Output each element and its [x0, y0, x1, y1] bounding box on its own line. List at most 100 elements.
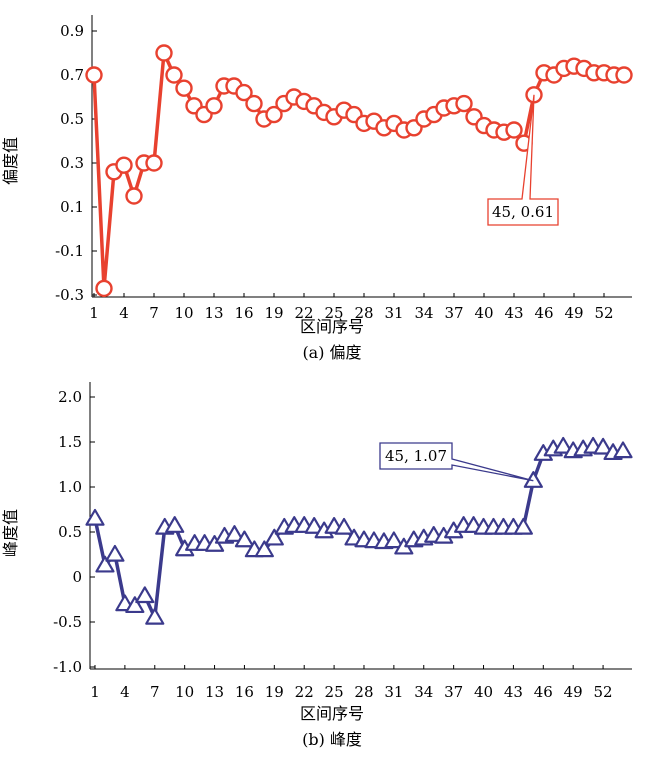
- kurtosis-y-tick-label: 2.0: [58, 388, 82, 406]
- kurtosis-x-tick-label: 28: [354, 683, 373, 701]
- kurtosis-annotation-box: [379, 442, 534, 482]
- kurtosis-x-tick-label: 49: [564, 683, 583, 701]
- kurtosis-point: [224, 525, 245, 542]
- kurtosis-annotation: 45, 1.07: [379, 442, 534, 482]
- kurtosis-point: [254, 540, 274, 558]
- kurtosis-y-tick-label: -0.5: [53, 613, 82, 631]
- kurtosis-x-tick-label: 13: [205, 683, 224, 701]
- skewness-annotation: 45, 0.61: [487, 94, 559, 226]
- kurtosis-y-ticks: -1.0 -0.5 0 0.5 1.0 1.5 2.0: [53, 388, 95, 676]
- skewness-y-tick-label: 0.3: [60, 154, 84, 172]
- skewness-series: [85, 44, 633, 298]
- skewness-point: [505, 121, 523, 139]
- skewness-x-axis-title: 区间序号: [300, 317, 364, 336]
- skewness-x-tick-label: 31: [384, 304, 403, 322]
- skewness-y-tick-label: -0.3: [55, 286, 84, 304]
- kurtosis-point: [125, 596, 145, 614]
- kurtosis-point: [165, 516, 185, 533]
- skewness-x-tick-label: 22: [294, 304, 313, 322]
- kurtosis-x-tick-label: 1: [90, 683, 100, 701]
- kurtosis-x-ticks: 1 4 7 10 13 16 19 22 25 28 31 34 37 40 43 46 49 52: [90, 665, 613, 701]
- skewness-x-tick-label: 25: [324, 304, 343, 322]
- skewness-point: [235, 83, 253, 102]
- skewness-x-tick-label: 46: [534, 304, 553, 322]
- skewness-point: [615, 66, 633, 84]
- skewness-point: [145, 154, 163, 172]
- kurtosis-y-tick-label: -1.0: [53, 658, 82, 676]
- kurtosis-x-axis-title: 区间序号: [300, 704, 364, 723]
- skewness-x-tick-label: 4: [119, 304, 129, 322]
- kurtosis-x-tick-label: 31: [384, 683, 403, 701]
- skewness-annotation-box: [487, 94, 559, 226]
- kurtosis-x-tick-label: 16: [235, 683, 254, 701]
- skewness-x-ticks: 1 4 7 10 13 16 19 22 25 28 31 34 37 40 43 46 49 52: [89, 293, 614, 322]
- kurtosis-x-tick-label: 25: [325, 683, 344, 701]
- skewness-x-tick-label: 16: [234, 304, 253, 322]
- skewness-point: [165, 66, 183, 84]
- kurtosis-x-tick-label: 34: [414, 683, 433, 701]
- skewness-x-tick-label: 43: [504, 304, 523, 322]
- kurtosis-x-tick-label: 10: [175, 683, 194, 701]
- kurtosis-point: [334, 517, 354, 535]
- kurtosis-y-axis-title: 峰度值: [1, 509, 20, 557]
- kurtosis-x-tick-label: 7: [150, 683, 160, 701]
- kurtosis-point: [234, 530, 255, 548]
- skewness-x-tick-label: 40: [474, 304, 493, 322]
- kurtosis-y-tick-label: 1.5: [58, 433, 82, 451]
- skewness-y-ticks: -0.3 -0.1 0.1 0.3 0.5 0.7 0.9: [55, 22, 97, 304]
- skewness-annotation-label: 45, 0.61: [492, 203, 554, 221]
- skewness-y-tick-label: -0.1: [55, 242, 84, 260]
- skewness-point: [125, 187, 143, 205]
- skewness-x-tick-label: 52: [594, 304, 613, 322]
- kurtosis-point: [513, 517, 533, 535]
- kurtosis-x-tick-label: 4: [120, 683, 130, 701]
- skewness-line: [92, 51, 624, 291]
- skewness-caption: (a) 偏度: [302, 343, 361, 362]
- skewness-point: [115, 156, 133, 174]
- skewness-point: [85, 66, 103, 84]
- skewness-point: [95, 279, 113, 298]
- kurtosis-x-tick-label: 52: [594, 683, 613, 701]
- kurtosis-x-tick-label: 40: [474, 683, 493, 701]
- skewness-x-tick-label: 7: [149, 304, 159, 322]
- kurtosis-y-tick-label: 0.5: [58, 523, 82, 541]
- skewness-point: [175, 79, 193, 97]
- skewness-y-axis-title: 偏度值: [1, 137, 20, 185]
- skewness-x-tick-label: 19: [264, 304, 283, 322]
- skewness-x-tick-label: 49: [564, 304, 583, 322]
- kurtosis-point: [85, 508, 105, 526]
- kurtosis-point: [304, 516, 324, 534]
- panel-kurtosis: -1.0 -0.5 0 0.5 1.0 1.5 2.0 1 4 7 10 13 16 19 22 25 28 3…: [1, 382, 633, 749]
- kurtosis-point: [264, 528, 284, 546]
- skewness-x-tick-label: 1: [89, 304, 99, 322]
- kurtosis-x-tick-label: 37: [444, 683, 463, 701]
- skewness-point: [155, 44, 173, 62]
- kurtosis-caption: (b) 峰度: [302, 730, 362, 749]
- kurtosis-y-tick-label: 0: [72, 568, 82, 586]
- kurtosis-series: [85, 436, 633, 625]
- kurtosis-x-tick-label: 22: [295, 683, 314, 701]
- kurtosis-point: [613, 441, 633, 459]
- skewness-y-tick-label: 0.7: [60, 66, 84, 84]
- skewness-point: [205, 97, 223, 115]
- kurtosis-point: [135, 586, 155, 604]
- panel-skewness: -0.3 -0.1 0.1 0.3 0.5 0.7 0.9 1 4 7 10 13 16 19 22 25 2…: [1, 15, 633, 362]
- skewness-axes: [91, 15, 632, 298]
- kurtosis-point: [384, 531, 404, 549]
- skewness-x-tick-label: 28: [354, 304, 373, 322]
- skewness-y-tick-label: 0.9: [60, 22, 84, 40]
- skewness-x-tick-label: 37: [444, 304, 463, 322]
- skewness-x-tick-label: 13: [204, 304, 223, 322]
- skewness-point: [245, 94, 263, 113]
- kurtosis-x-tick-label: 43: [504, 683, 523, 701]
- kurtosis-point: [105, 544, 125, 562]
- kurtosis-x-tick-label: 46: [534, 683, 553, 701]
- kurtosis-annotation-label: 45, 1.07: [385, 447, 447, 465]
- kurtosis-point: [95, 555, 115, 573]
- kurtosis-point: [145, 607, 165, 625]
- kurtosis-y-tick-label: 1.0: [58, 478, 82, 496]
- skewness-point: [455, 94, 473, 113]
- skewness-x-tick-label: 10: [174, 304, 193, 322]
- skewness-y-tick-label: 0.1: [60, 198, 84, 216]
